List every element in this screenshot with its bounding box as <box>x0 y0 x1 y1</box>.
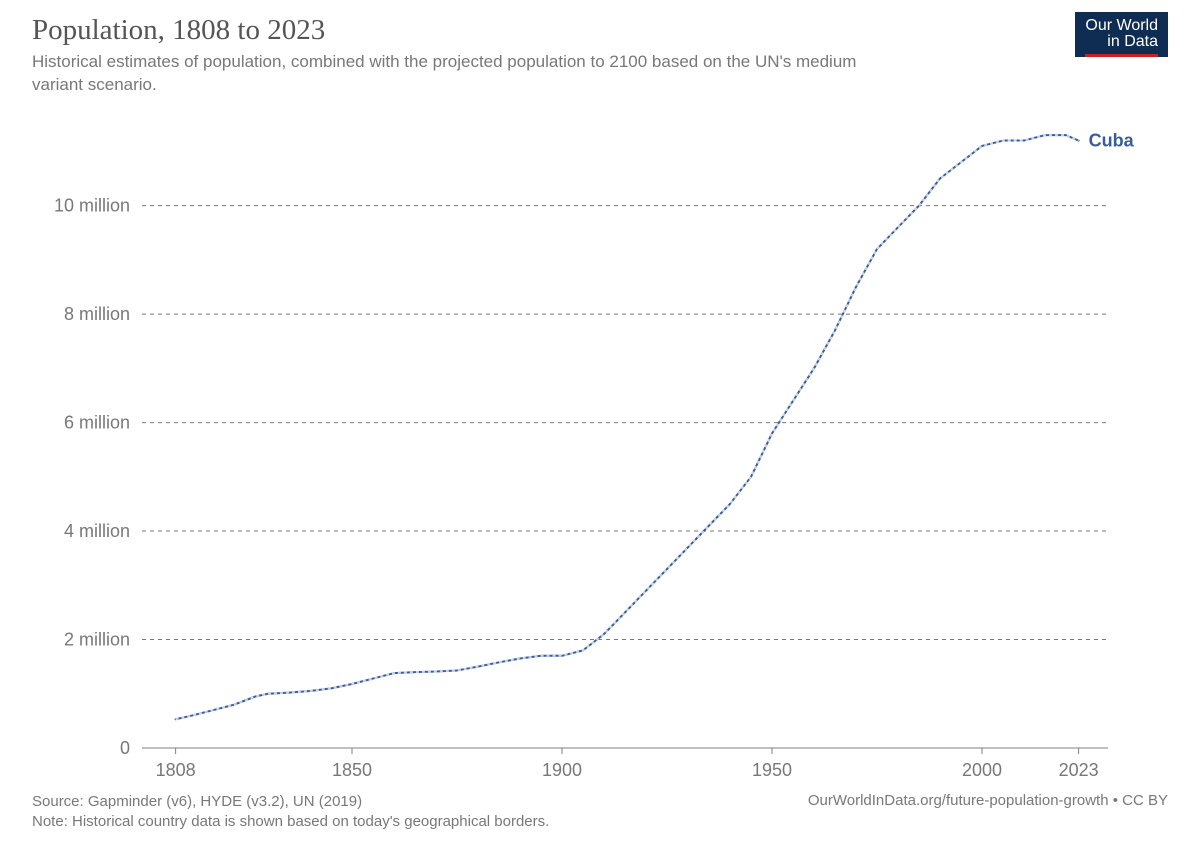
series-line-cuba <box>176 135 1079 719</box>
logo-line2: in Data <box>1085 34 1158 57</box>
x-tick-label: 1950 <box>752 760 792 780</box>
x-tick-label: 1900 <box>542 760 582 780</box>
footer-attribution: OurWorldInData.org/future-population-gro… <box>808 792 1168 809</box>
series-line-inner-cuba <box>176 135 1079 719</box>
footer-note: Note: Historical country data is shown b… <box>32 812 549 832</box>
chart-svg: 0 2 million 4 million 6 million 8 million 10 … <box>32 108 1168 788</box>
footer-source: Source: Gapminder (v6), HYDE (v3.2), UN … <box>32 792 549 812</box>
logo-line1: Our World <box>1085 18 1158 34</box>
y-tick-label: 10 million <box>54 196 130 216</box>
owid-logo: Our World in Data <box>1075 12 1168 57</box>
y-tick-label: 4 million <box>64 521 130 541</box>
series-label-cuba: Cuba <box>1089 131 1135 151</box>
y-tick-label: 2 million <box>64 630 130 650</box>
chart-title: Population, 1808 to 2023 <box>32 14 1168 47</box>
x-tick-label: 1850 <box>332 760 372 780</box>
x-tick-label: 1808 <box>156 760 196 780</box>
x-tick-label: 2023 <box>1059 760 1099 780</box>
x-tick-label: 2000 <box>962 760 1002 780</box>
chart-area: 0 2 million 4 million 6 million 8 million 10 … <box>32 108 1168 778</box>
chart-footer: Source: Gapminder (v6), HYDE (v3.2), UN … <box>32 792 1168 833</box>
y-tick-label: 0 <box>120 738 130 758</box>
y-tick-label: 6 million <box>64 413 130 433</box>
y-tick-label: 8 million <box>64 304 130 324</box>
chart-subtitle: Historical estimates of population, comb… <box>32 51 912 97</box>
